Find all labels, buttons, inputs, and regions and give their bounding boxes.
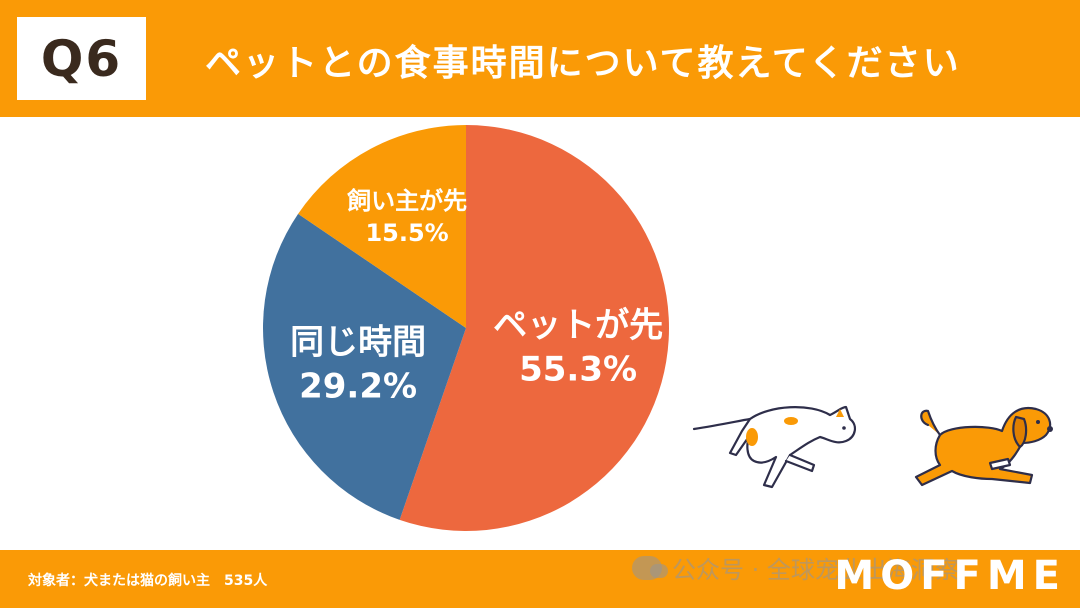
- slice-label-3: 飼い主が先: [347, 187, 467, 215]
- slice-value-1: 55.3%: [519, 350, 637, 390]
- header-bar: [0, 0, 1080, 117]
- cat-icon: [692, 405, 856, 489]
- pet-illustration: [692, 405, 1053, 489]
- pie-slice-1: [399, 125, 669, 531]
- watermark: 公众号 · 全球宠业出海洞察: [632, 550, 959, 585]
- pie-slice-3: [298, 124, 466, 328]
- question-number: Q6: [40, 29, 123, 88]
- brand-logo: MOFFME: [834, 553, 1066, 599]
- pie-slice-2: [262, 213, 466, 520]
- respondents-footnote: 対象者：犬または猫の飼い主 535人: [28, 573, 268, 589]
- slice-label-1: ペットが先: [493, 306, 663, 346]
- slice-value-2: 29.2%: [299, 367, 417, 407]
- footer-bar: [0, 550, 1080, 608]
- question-title: ペットとの食事時間について教えてください: [205, 43, 961, 84]
- wechat-icon: [632, 555, 668, 580]
- watermark-text: 公众号 · 全球宠业出海洞察: [672, 556, 959, 584]
- dog-icon: [914, 406, 1053, 487]
- slice-value-3: 15.5%: [365, 219, 448, 247]
- question-number-box: Q6: [17, 17, 146, 100]
- slice-label-2: 同じ時間: [290, 323, 426, 363]
